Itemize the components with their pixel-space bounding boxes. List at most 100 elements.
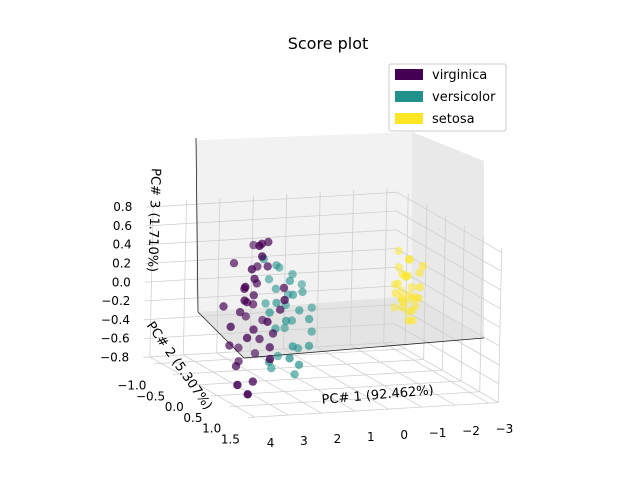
point-virginica	[263, 317, 272, 326]
right-pane	[412, 132, 484, 338]
grid-line-x	[383, 188, 388, 343]
grid-line-x	[316, 192, 321, 347]
x-tick-label: 3	[300, 434, 308, 448]
grid-line-y	[460, 226, 465, 381]
gridlines	[143, 188, 503, 418]
grid-line-x	[149, 356, 255, 418]
grid-line-z	[395, 266, 501, 328]
grid-line-z	[144, 266, 396, 283]
point-setosa	[415, 268, 424, 277]
point-versicolor	[272, 298, 281, 308]
point-versicolor	[288, 290, 298, 299]
point-setosa	[405, 255, 414, 264]
x-tick-label: 0	[400, 428, 408, 442]
point-virginica	[250, 349, 260, 358]
point-virginica	[242, 333, 252, 343]
point-versicolor	[281, 316, 291, 326]
point-versicolor	[307, 303, 316, 312]
y-tick-label: 1.0	[202, 422, 221, 436]
point-versicolor	[304, 341, 314, 351]
grid-line-z	[146, 191, 397, 208]
y-tick-label: 1.5	[221, 432, 240, 446]
point-versicolor	[265, 308, 274, 317]
grid-line-z	[395, 229, 502, 291]
grid-line-z	[396, 210, 502, 272]
x-tick-label: −3	[496, 422, 514, 436]
point-versicolor	[267, 364, 276, 373]
point-virginica	[219, 302, 228, 311]
point-virginica	[250, 274, 259, 284]
point-versicolor	[298, 287, 307, 297]
point-setosa	[407, 282, 416, 292]
legend-label-virginica: virginica	[432, 68, 487, 83]
grid-line-y	[210, 380, 462, 397]
point-versicolor	[280, 323, 289, 333]
z-tick-label: −0.4	[101, 313, 130, 327]
grid-line-z	[145, 248, 396, 264]
point-versicolor	[295, 306, 304, 315]
point-versicolor	[294, 360, 304, 369]
grid-line-x	[216, 198, 221, 353]
point-versicolor	[285, 276, 295, 286]
point-virginica	[229, 259, 239, 268]
legend-label-setosa: setosa	[432, 112, 475, 127]
point-virginica	[255, 241, 264, 251]
z-tick-label: 0.6	[113, 219, 132, 233]
point-versicolor	[307, 327, 316, 336]
point-versicolor	[273, 351, 282, 361]
point-setosa	[391, 289, 400, 298]
grid-line-x	[383, 342, 489, 404]
x-tick-label: 4	[267, 436, 275, 450]
point-virginica	[235, 307, 245, 317]
point-setosa	[397, 293, 407, 302]
z-tick-label: 0.2	[112, 256, 131, 270]
point-virginica	[249, 325, 258, 334]
grid-line-x	[182, 200, 187, 355]
point-versicolor	[288, 342, 297, 351]
grid-line-z	[394, 304, 500, 366]
x-tick-label: 2	[334, 432, 342, 446]
axes-panes	[196, 132, 484, 358]
legend-swatch-versicolor	[395, 91, 423, 102]
y-tick-label: −1.0	[117, 379, 146, 393]
point-setosa	[394, 263, 404, 272]
grid-line-z	[393, 323, 500, 385]
grid-line-z	[396, 191, 502, 253]
z-axis-label: PC# 3 (1.710%)	[144, 168, 163, 273]
point-versicolor	[272, 261, 281, 270]
legend: virginica versicolor setosa	[388, 63, 507, 132]
z-tick-label: 0.0	[112, 275, 131, 289]
legend-swatch-virginica	[395, 69, 423, 80]
point-setosa	[408, 306, 417, 315]
point-virginica	[255, 334, 264, 344]
x-tick-label: −2	[462, 424, 480, 438]
point-setosa	[415, 283, 424, 292]
grid-line-y	[498, 247, 503, 403]
point-versicolor	[271, 284, 281, 293]
z-tick-label: 0.8	[113, 200, 132, 214]
point-setosa	[390, 303, 399, 312]
point-setosa	[398, 303, 407, 312]
point-versicolor	[297, 280, 306, 289]
scatter-points	[219, 237, 428, 399]
point-setosa	[408, 316, 417, 325]
z-tick-label: 0.4	[113, 238, 132, 252]
x-tick-label: −1	[429, 426, 447, 440]
point-virginica	[265, 354, 275, 364]
point-virginica	[225, 341, 234, 350]
point-virginica	[226, 322, 235, 331]
x-tick-label: 1	[367, 430, 375, 444]
z-tick-label: −0.8	[100, 350, 129, 364]
point-setosa	[398, 269, 407, 279]
grid-line-z	[393, 341, 499, 403]
point-virginica	[241, 282, 250, 292]
z-tick-label: −0.2	[101, 294, 130, 308]
point-virginica	[249, 291, 258, 300]
grid-line-y	[191, 369, 443, 386]
point-virginica	[231, 362, 241, 371]
grid-line-x	[249, 196, 254, 351]
grid-line-z	[143, 323, 395, 339]
point-setosa	[391, 280, 400, 289]
point-versicolor	[285, 354, 294, 363]
